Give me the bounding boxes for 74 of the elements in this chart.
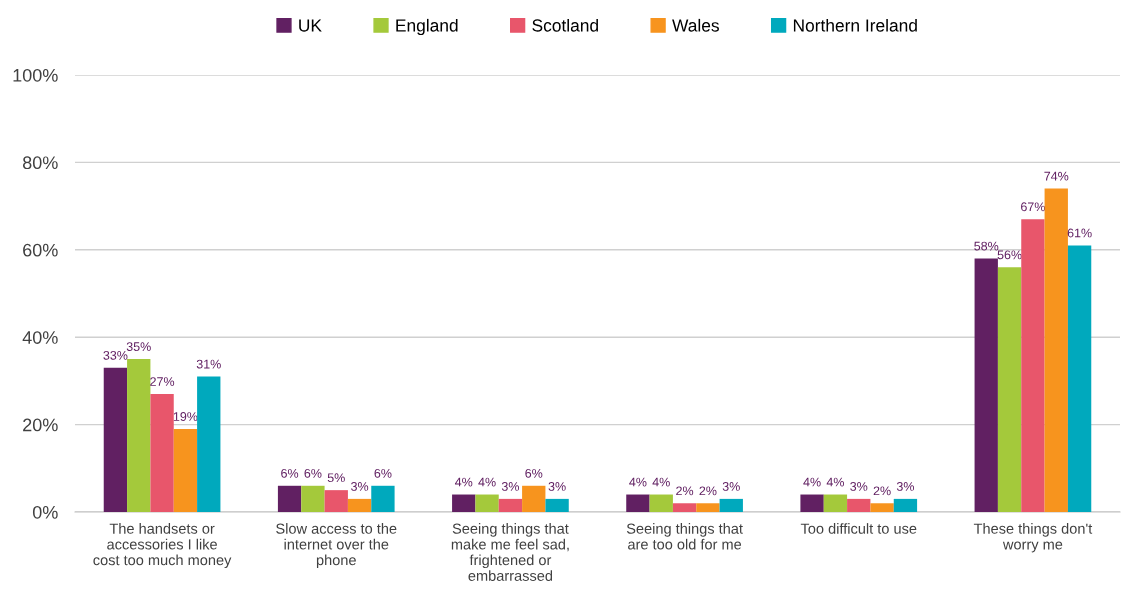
bar: [498, 498, 523, 512]
data-label: 5%: [327, 473, 345, 483]
legend-label: Scotland: [532, 18, 598, 32]
y-tick-label: 0%: [32, 505, 58, 519]
bar: [696, 503, 720, 512]
bar: [649, 494, 673, 512]
data-label: 58%: [974, 241, 999, 251]
data-label: 4%: [454, 477, 473, 487]
data-label: 33%: [103, 350, 128, 360]
x-tick-label: Too difficult to use: [800, 523, 917, 534]
bar: [823, 494, 848, 512]
data-label: 74%: [1044, 171, 1069, 181]
data-label: 6%: [304, 468, 322, 478]
bar: [672, 503, 697, 512]
bar: [893, 498, 918, 512]
data-label: 3%: [722, 482, 740, 491]
bar: [324, 490, 348, 512]
bar: [545, 498, 569, 512]
data-label: 4%: [629, 477, 647, 487]
bar: [997, 267, 1022, 512]
y-tick-label: 100%: [13, 68, 58, 82]
bar: [127, 359, 151, 512]
bar: [522, 485, 546, 512]
data-label: 2%: [676, 486, 694, 496]
data-label: 4%: [826, 477, 844, 487]
legend-label: Wales: [672, 18, 719, 32]
legend-label: UK: [299, 19, 322, 32]
bar: [1044, 188, 1068, 512]
bar: [347, 498, 372, 512]
bar: [277, 485, 302, 512]
y-tick-label: 20%: [23, 418, 58, 432]
data-label: 4%: [652, 477, 670, 487]
bar: [301, 485, 325, 512]
x-tick-label: The handsets or accessories I like cost too much money: [93, 523, 232, 569]
bar: [800, 494, 824, 512]
bar: [719, 498, 743, 512]
data-label: 31%: [196, 359, 221, 369]
data-label: 3%: [896, 482, 915, 491]
data-label: 3%: [351, 482, 369, 491]
bar: [173, 428, 198, 512]
x-tick-label: These things don't worry me: [973, 523, 1093, 553]
x-tick-label: Seeing things that are too old for me: [626, 523, 743, 550]
data-label: 4%: [803, 477, 821, 487]
bar: [1021, 219, 1045, 512]
data-label: 3%: [501, 482, 520, 491]
bar: [974, 258, 998, 512]
data-label: 6%: [525, 468, 543, 478]
data-label: 6%: [281, 468, 299, 478]
bar: [870, 503, 894, 512]
data-label: 3%: [850, 482, 868, 491]
bar: [1067, 245, 1092, 512]
bar: [197, 376, 221, 512]
y-tick-label: 80%: [22, 156, 58, 170]
bar: [626, 494, 650, 512]
data-label: 35%: [126, 342, 151, 352]
legend-label: England: [396, 18, 458, 36]
data-label: 6%: [374, 468, 392, 478]
data-label: 67%: [1021, 202, 1045, 212]
data-label: 2%: [873, 486, 891, 496]
y-tick-label: 40%: [22, 331, 58, 344]
data-label: 27%: [150, 377, 175, 386]
bar: [371, 485, 395, 512]
y-tick-label: 60%: [23, 243, 58, 257]
bar: [103, 367, 128, 512]
data-label: 2%: [699, 486, 717, 496]
data-label: 3%: [548, 482, 566, 491]
x-tick-label: Seeing things that make me feel sad, frightened or embarrassed: [451, 523, 569, 581]
data-label: 4%: [478, 477, 496, 487]
legend-label: Northern Ireland: [793, 18, 917, 32]
x-tick-label: Slow access to the internet over the phone: [276, 523, 397, 569]
bar: [475, 494, 499, 512]
bar: [150, 394, 174, 512]
bar: [847, 498, 871, 512]
bar: [452, 494, 476, 512]
